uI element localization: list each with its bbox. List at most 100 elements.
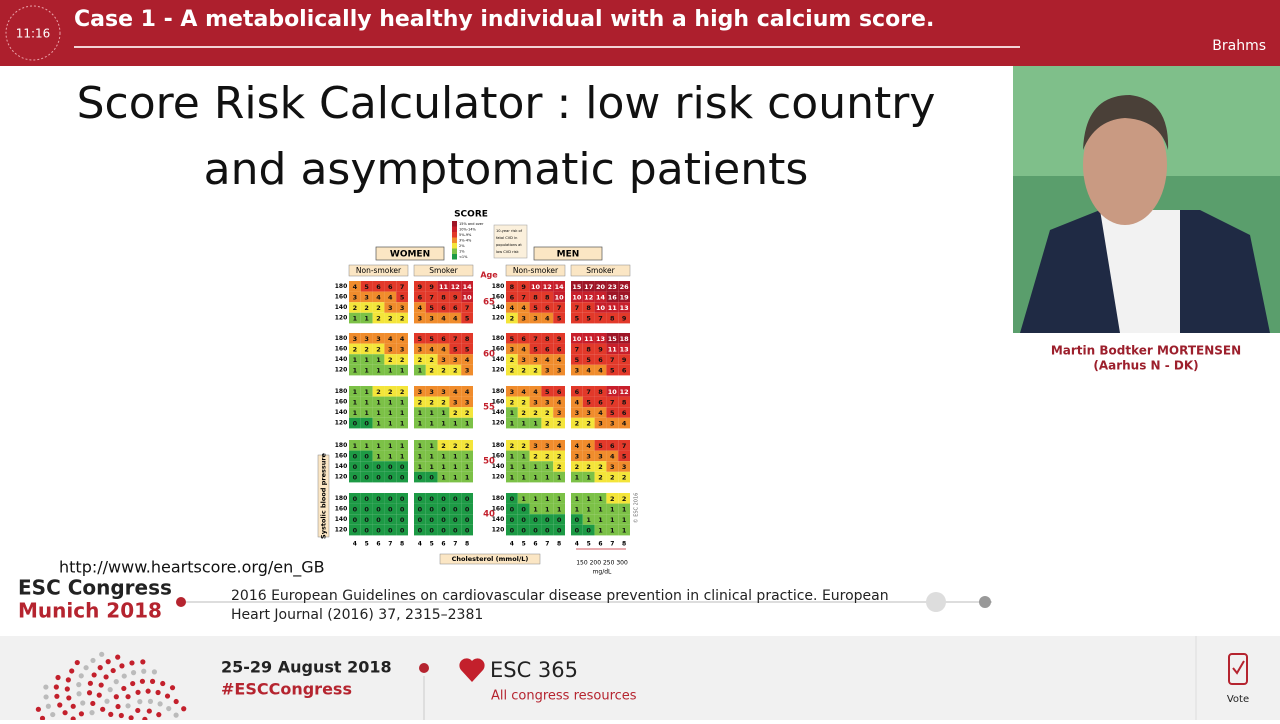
risk-cell (414, 514, 426, 525)
risk-cell (461, 312, 473, 324)
risk-cell (506, 281, 518, 292)
risk-value: 0 (441, 516, 446, 524)
vote-check[interactable] (1232, 660, 1245, 675)
risk-value: 5 (453, 345, 458, 353)
risk-value: 0 (353, 505, 358, 513)
risk-cell (449, 333, 462, 344)
risk-value: 23 (608, 283, 617, 291)
age-value: 65 (483, 298, 495, 308)
risk-cell (618, 396, 630, 408)
risk-value: 12 (543, 283, 552, 291)
risk-cell (517, 312, 530, 324)
globe-dot (74, 659, 80, 666)
risk-value: 1 (388, 442, 393, 450)
risk-value: 1 (441, 409, 446, 417)
risk-value: 3 (388, 345, 393, 353)
risk-value: 2 (557, 452, 562, 460)
risk-value: 2 (510, 398, 515, 406)
risk-cell (396, 281, 408, 292)
risk-value: 0 (465, 516, 470, 524)
slide-title: Score Risk Calculator : low risk country (77, 78, 936, 129)
risk-cell (360, 471, 373, 483)
risk-value: 14 (463, 283, 473, 291)
risk-cell (541, 333, 554, 344)
globe-dot (139, 678, 146, 684)
risk-cell (461, 514, 473, 525)
vote-icon[interactable] (1228, 653, 1248, 685)
risk-value: 2 (400, 388, 405, 396)
risk-value: 2 (453, 442, 458, 450)
risk-cell (360, 417, 373, 429)
risk-value: 2 (441, 367, 446, 375)
globe-dot (64, 686, 70, 692)
risk-cell (425, 514, 438, 525)
risk-value: 6 (545, 345, 550, 353)
risk-value: 0 (533, 516, 538, 524)
esc365-icon[interactable] (459, 658, 485, 682)
esc365-sub[interactable]: All congress resources (491, 689, 637, 704)
risk-cell (517, 407, 530, 418)
risk-value: 13 (596, 335, 605, 343)
risk-cell (606, 440, 619, 451)
globe-logo (35, 651, 187, 722)
risk-value: 0 (429, 516, 434, 524)
risk-cell (414, 407, 426, 418)
panel-header-box (570, 264, 631, 277)
vote[interactable]: Vote (1227, 694, 1249, 705)
risk-value: 0 (388, 474, 393, 482)
risk-value: 8 (545, 335, 550, 343)
risk-value: 1 (388, 409, 393, 417)
risk-value: 0 (353, 452, 358, 460)
risk-value: 14 (555, 283, 565, 291)
risk-value: 2 (545, 420, 550, 428)
hashtag[interactable]: #ESCCongress (221, 680, 352, 699)
cholesterol-tick: 7 (453, 541, 457, 548)
url[interactable]: http://www.heartscore.org/en_GB (59, 558, 325, 578)
risk-value: 2 (545, 409, 550, 417)
risk-cell (553, 386, 565, 397)
risk-cell (594, 493, 607, 504)
risk-cell (571, 333, 583, 344)
cholesterol-tick: 5 (522, 541, 526, 548)
risk-cell (396, 461, 408, 472)
risk-cell (553, 524, 565, 536)
risk-value: 4 (376, 293, 381, 301)
risk-cell (461, 364, 473, 376)
risk-cell (506, 407, 518, 418)
risk-value: 4 (465, 356, 470, 364)
risk-value: 9 (622, 315, 627, 323)
risk-value: 2 (418, 398, 423, 406)
risk-value: 1 (441, 420, 446, 428)
risk-cell (571, 302, 583, 313)
risk-value: 0 (510, 505, 515, 513)
risk-value: 3 (441, 388, 446, 396)
reference: Heart Journal (2016) 37, 2315–2381 (231, 607, 483, 623)
risk-value: 3 (376, 335, 381, 343)
risk-cell (571, 471, 583, 483)
risk-cell (618, 514, 630, 525)
session-title: Case 1 - A metabolically healthy individ… (74, 7, 934, 32)
risk-cell (396, 291, 408, 303)
sbp-label: 180 (492, 335, 505, 342)
risk-cell (449, 343, 462, 355)
score-logo: SCORE (454, 210, 488, 220)
globe-dot (54, 693, 60, 699)
risk-value: 1 (400, 452, 405, 460)
risk-value: 1 (598, 505, 603, 513)
risk-value: 8 (441, 293, 446, 301)
risk-value: 1 (533, 505, 538, 513)
risk-cell (349, 461, 361, 472)
risk-value: 0 (545, 516, 550, 524)
risk-value: 0 (376, 463, 381, 471)
risk-value: 6 (557, 388, 562, 396)
risk-cell (461, 396, 473, 408)
risk-cell (425, 503, 438, 515)
esc365[interactable]: ESC 365 (490, 658, 578, 682)
risk-cell (618, 364, 630, 376)
risk-cell (571, 343, 583, 355)
globe-dot (105, 659, 111, 665)
risk-value: 12 (451, 283, 460, 291)
risk-cell (594, 333, 607, 344)
risk-cell (553, 493, 565, 504)
risk-cell (582, 343, 595, 355)
